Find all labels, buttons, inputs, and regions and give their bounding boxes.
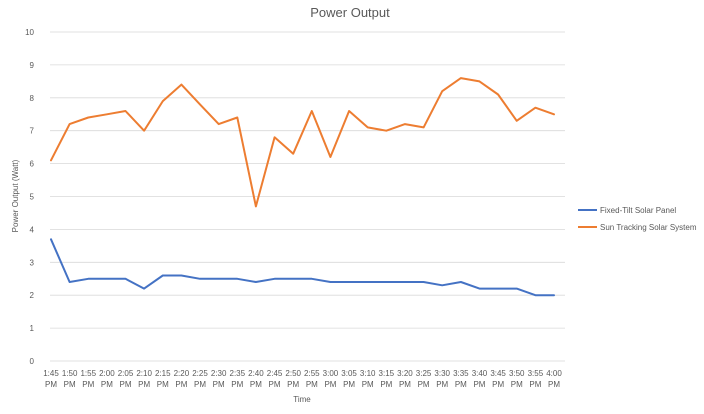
x-tick-label: 2:10 PM — [136, 369, 152, 389]
x-axis-ticks: 1:45 PM1:50 PM1:55 PM2:00 PM2:05 PM2:10 PM2:15… — [43, 369, 562, 389]
y-tick-label: 8 — [30, 94, 35, 103]
x-tick-label: 2:25 PM — [192, 369, 208, 389]
x-tick-label: 3:55 PM — [528, 369, 544, 389]
series-line-2 — [50, 77, 555, 208]
y-axis-label: Power Output (Watt) — [11, 159, 20, 232]
x-tick-label: 2:00 PM — [99, 369, 115, 389]
x-tick-label: 2:40 PM — [248, 369, 264, 389]
y-tick-label: 2 — [30, 291, 35, 300]
x-axis-label: Time — [293, 395, 311, 404]
x-tick-label: 2:45 PM — [267, 369, 283, 389]
y-tick-label: 6 — [30, 160, 35, 169]
series-lines — [50, 77, 555, 297]
y-tick-label: 3 — [30, 258, 35, 267]
x-tick-label: 3:35 PM — [453, 369, 469, 389]
series-line-1 — [50, 238, 555, 297]
x-tick-label: 3:25 PM — [416, 369, 432, 389]
y-tick-label: 1 — [30, 324, 35, 333]
x-tick-label: 3:30 PM — [434, 369, 450, 389]
legend-label: Sun Tracking Solar System — [600, 223, 697, 232]
x-tick-label: 1:55 PM — [80, 369, 96, 389]
x-tick-label: 2:05 PM — [118, 369, 134, 389]
x-tick-label: 2:30 PM — [211, 369, 227, 389]
x-tick-label: 2:20 PM — [174, 369, 190, 389]
x-tick-label: 3:10 PM — [360, 369, 376, 389]
x-tick-label: 2:15 PM — [155, 369, 171, 389]
chart-title: Power Output — [310, 5, 390, 20]
x-tick-label: 1:45 PM — [43, 369, 59, 389]
x-tick-label: 3:15 PM — [379, 369, 395, 389]
x-tick-label: 3:45 PM — [490, 369, 506, 389]
y-tick-label: 7 — [30, 127, 35, 136]
x-tick-label: 3:40 PM — [472, 369, 488, 389]
y-tick-label: 0 — [30, 357, 35, 366]
x-tick-label: 3:50 PM — [509, 369, 525, 389]
y-tick-label: 5 — [30, 193, 35, 202]
x-tick-label: 3:05 PM — [341, 369, 357, 389]
x-tick-label: 3:20 PM — [397, 369, 413, 389]
gridlines — [50, 31, 565, 362]
x-tick-label: 2:55 PM — [304, 369, 320, 389]
x-tick-label: 4:00 PM — [546, 369, 562, 389]
y-tick-label: 9 — [30, 61, 35, 70]
y-tick-label: 10 — [25, 28, 34, 37]
legend-label: Fixed-Tilt Solar Panel — [600, 206, 676, 215]
x-tick-label: 3:00 PM — [323, 369, 339, 389]
x-tick-label: 2:50 PM — [285, 369, 301, 389]
x-tick-label: 2:35 PM — [230, 369, 246, 389]
x-tick-label: 1:50 PM — [62, 369, 78, 389]
legend: Fixed-Tilt Solar Panel Sun Tracking Solar… — [578, 206, 697, 232]
y-axis-ticks: 0 1 2 3 4 5 6 7 8 9 10 — [25, 28, 34, 366]
y-tick-label: 4 — [30, 225, 35, 234]
